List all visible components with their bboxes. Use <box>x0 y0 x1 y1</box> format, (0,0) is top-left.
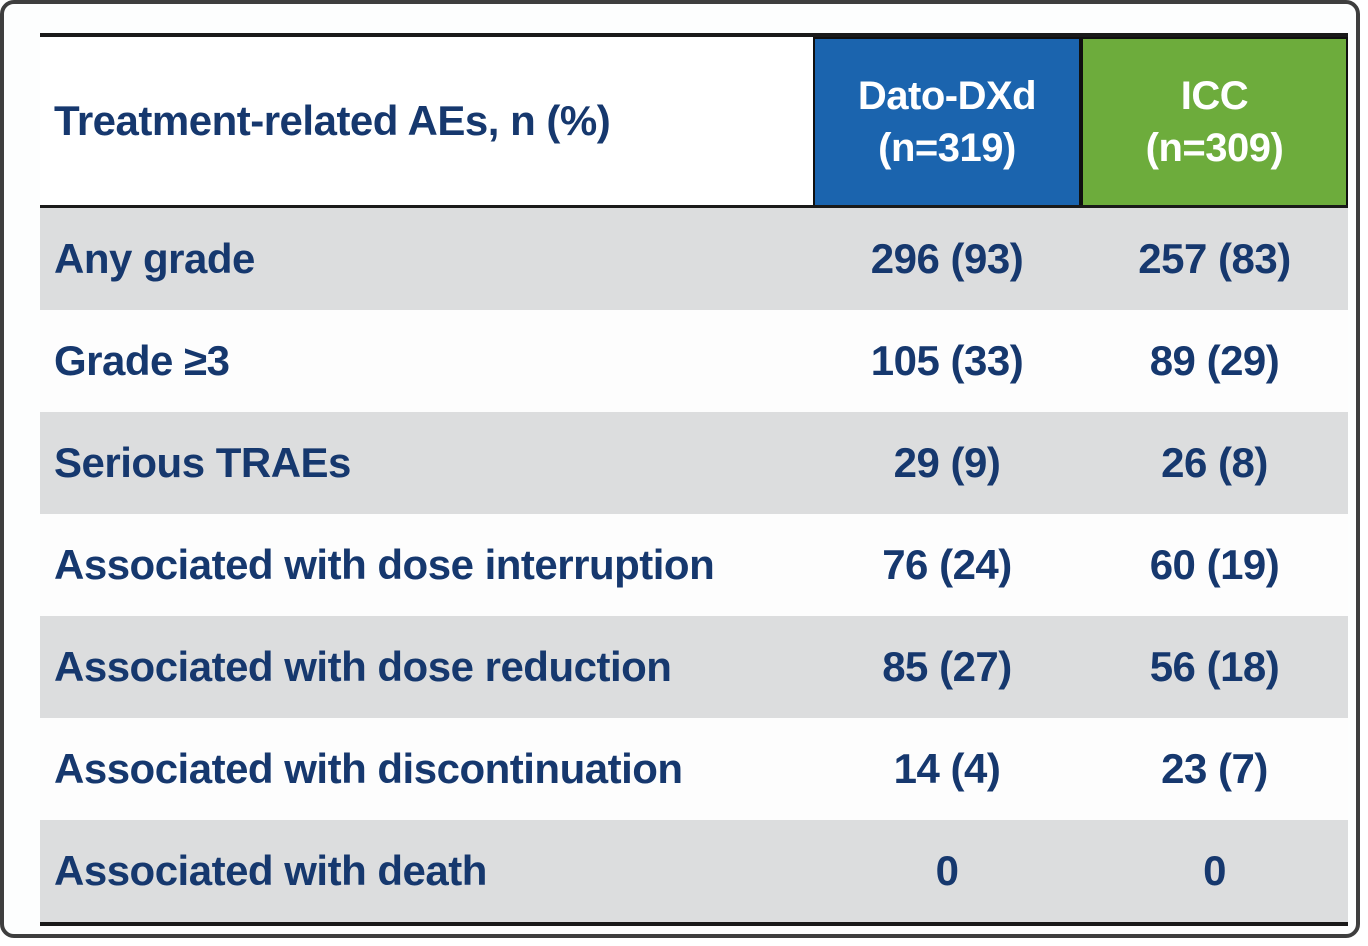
dato-dxd-value: 105 (33) <box>870 337 1024 384</box>
row-label: Grade ≥3 <box>54 337 230 384</box>
dato-dxd-value: 85 (27) <box>882 643 1012 690</box>
trae-table: Treatment-related AEs, n (%) Dato-DXd (n… <box>40 33 1348 926</box>
dato-dxd-value: 0 <box>935 847 959 894</box>
header-dato-dxd-name: Dato-DXd <box>857 74 1037 118</box>
header-icc-name: ICC <box>1180 74 1249 118</box>
icc-value: 23 (7) <box>1161 745 1268 792</box>
table-row: Associated with dose reduction 85 (27) 5… <box>40 616 1348 718</box>
dato-dxd-value: 296 (93) <box>870 235 1024 282</box>
icc-value: 89 (29) <box>1149 337 1280 384</box>
header-icc-cell: ICC (n=309) <box>1081 37 1348 205</box>
header-icc-n: (n=309) <box>1145 126 1284 170</box>
icc-value: 60 (19) <box>1149 541 1280 588</box>
table-title-cell: Treatment-related AEs, n (%) <box>54 97 611 144</box>
table-row: Any grade 296 (93) 257 (83) <box>40 208 1348 310</box>
row-label: Associated with dose reduction <box>54 643 672 690</box>
table-row: Associated with dose interruption 76 (24… <box>40 514 1348 616</box>
header-dato-dxd-n: (n=319) <box>878 126 1016 170</box>
row-label: Associated with discontinuation <box>54 745 683 792</box>
row-label: Associated with death <box>54 847 487 894</box>
table-row: Associated with death 0 0 <box>40 820 1348 922</box>
icc-value: 0 <box>1203 847 1226 894</box>
icc-value: 56 (18) <box>1149 643 1280 690</box>
row-label: Any grade <box>54 235 255 282</box>
header-dato-dxd-cell: Dato-DXd (n=319) <box>813 37 1081 205</box>
dato-dxd-value: 76 (24) <box>882 541 1012 588</box>
icc-value: 257 (83) <box>1138 235 1291 282</box>
dato-dxd-value: 14 (4) <box>893 745 1001 792</box>
dato-dxd-value: 29 (9) <box>893 439 1001 486</box>
table-header-row: Treatment-related AEs, n (%) Dato-DXd (n… <box>40 37 1348 208</box>
table-row: Serious TRAEs 29 (9) 26 (8) <box>40 412 1348 514</box>
row-label: Serious TRAEs <box>54 439 351 486</box>
table-row: Grade ≥3 105 (33) 89 (29) <box>40 310 1348 412</box>
table-row: Associated with discontinuation 14 (4) 2… <box>40 718 1348 820</box>
row-label: Associated with dose interruption <box>54 541 715 588</box>
icc-value: 26 (8) <box>1161 439 1268 486</box>
